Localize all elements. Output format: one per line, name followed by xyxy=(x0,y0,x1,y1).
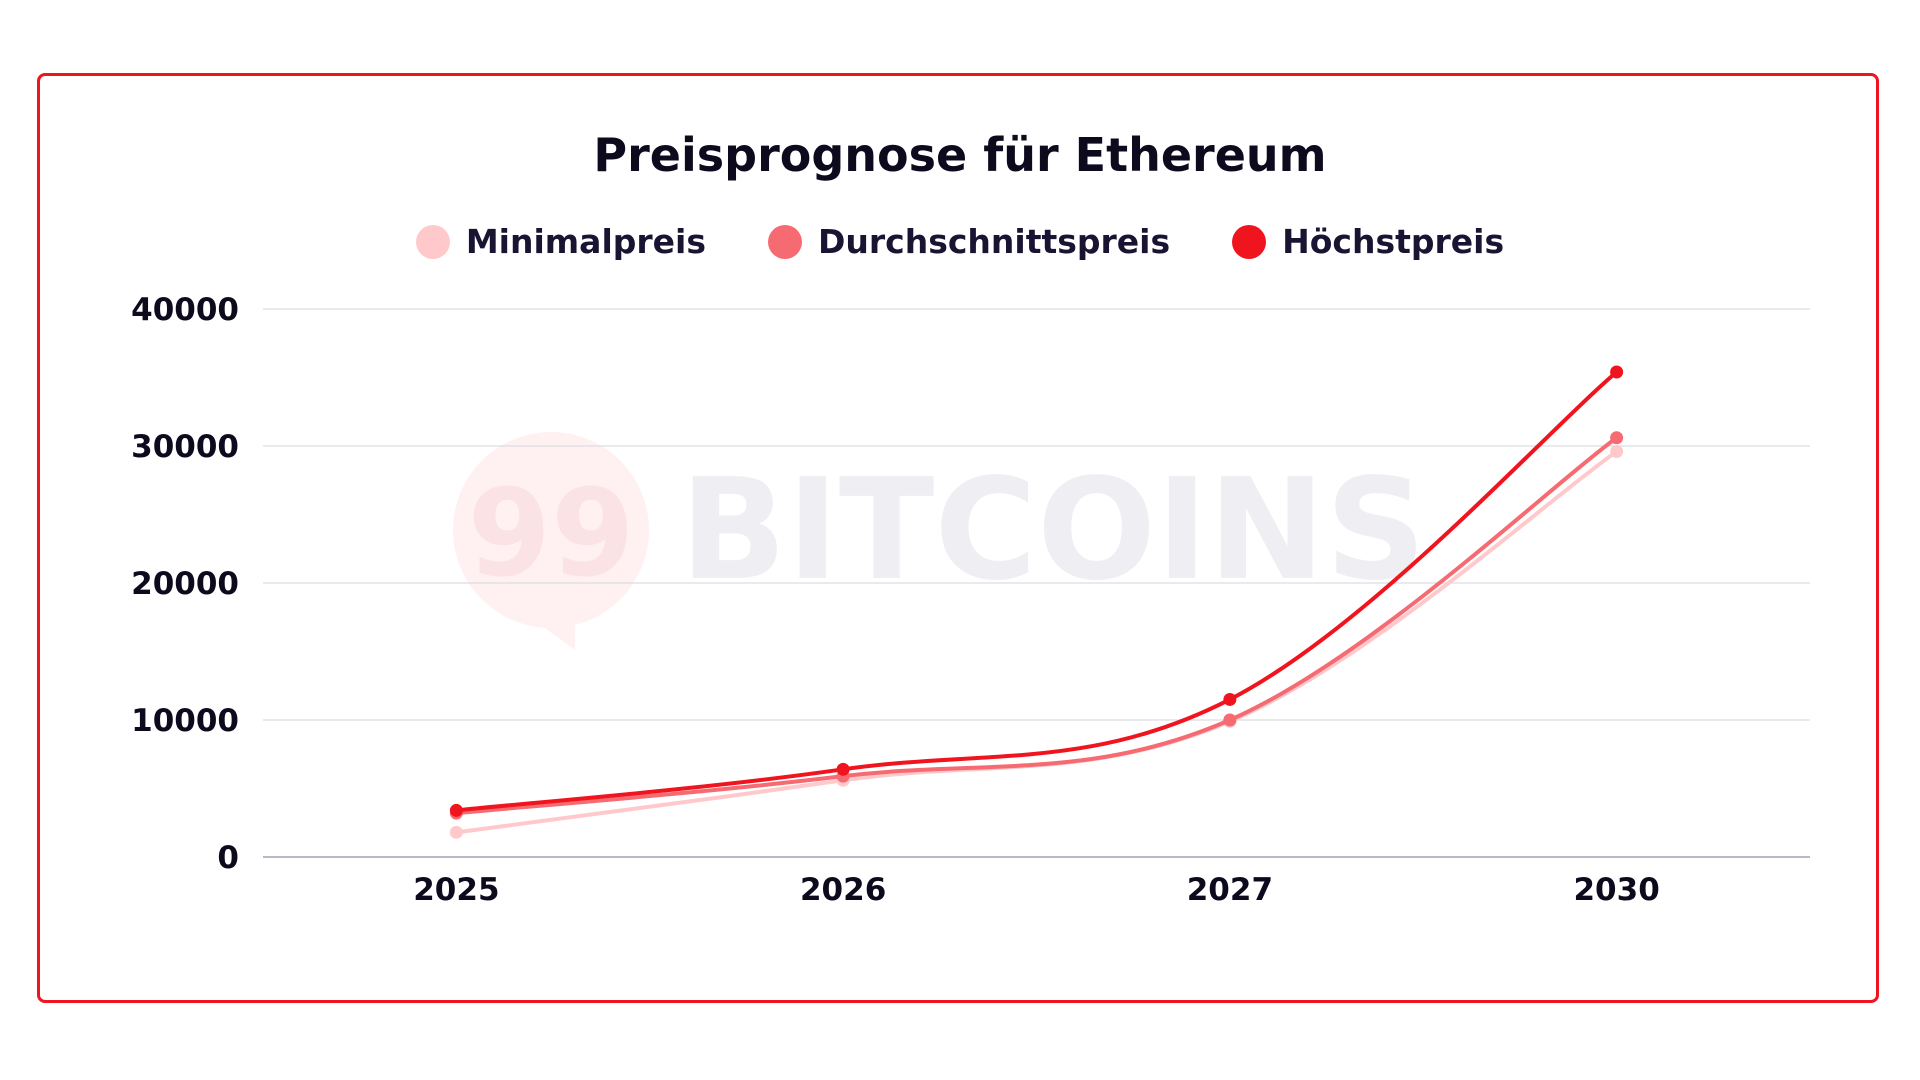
x-tick-label: 2026 xyxy=(800,872,886,908)
data-point xyxy=(449,825,463,839)
data-point xyxy=(1223,692,1237,706)
legend-item-max[interactable]: Höchstpreis xyxy=(1232,222,1504,261)
y-tick-label: 10000 xyxy=(131,703,239,739)
y-tick-label: 0 xyxy=(217,840,239,876)
data-point xyxy=(1223,713,1237,727)
legend-dot-icon xyxy=(768,224,802,259)
data-point xyxy=(1610,444,1624,458)
legend-item-min[interactable]: Minimalpreis xyxy=(415,222,706,261)
legend-label: Minimalpreis xyxy=(465,222,706,261)
data-point xyxy=(1610,365,1624,379)
data-point xyxy=(1610,431,1624,445)
legend: Minimalpreis Durchschnittspreis Höchstpr… xyxy=(0,222,1920,261)
legend-dot-icon xyxy=(415,224,450,259)
svg-text:BITCOINS: BITCOINS xyxy=(680,449,1426,612)
series-line-2 xyxy=(456,370,1618,813)
legend-label: Höchstpreis xyxy=(1282,222,1505,261)
legend-label: Durchschnittspreis xyxy=(818,222,1171,261)
data-point xyxy=(449,803,463,817)
series-line-1 xyxy=(456,436,1618,816)
chart-title: Preisprognose für Ethereum xyxy=(593,128,1327,182)
x-tick-label: 2027 xyxy=(1187,872,1273,908)
x-tick-label: 2025 xyxy=(413,872,499,908)
legend-dot-icon xyxy=(1232,224,1267,259)
data-point xyxy=(836,762,850,776)
y-tick-label: 40000 xyxy=(131,292,239,328)
y-tick-label: 30000 xyxy=(131,429,239,465)
x-tick-label: 2030 xyxy=(1573,872,1659,908)
y-tick-label: 20000 xyxy=(131,566,239,602)
watermark-logo: 99 BITCOINS xyxy=(453,432,1426,650)
legend-item-avg[interactable]: Durchschnittspreis xyxy=(768,222,1170,261)
chart-frame xyxy=(37,73,1879,1003)
svg-text:99: 99 xyxy=(468,465,635,604)
